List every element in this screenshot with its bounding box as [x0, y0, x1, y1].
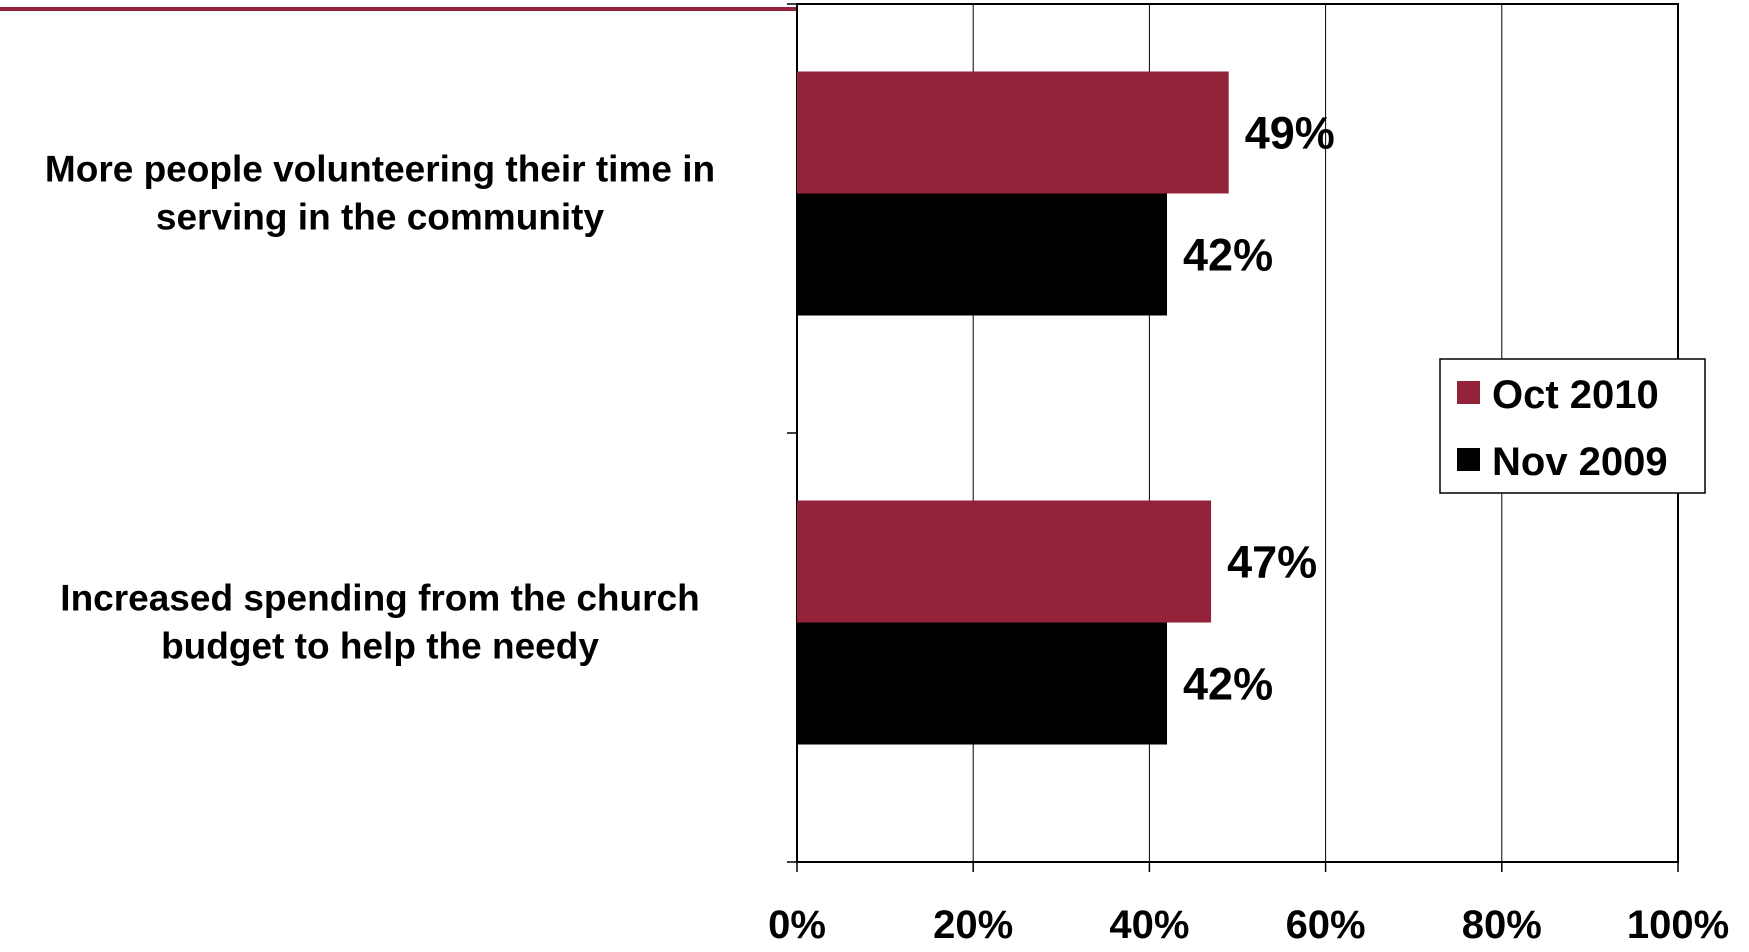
- y-axis-ticks: [787, 3, 1679, 872]
- data-label: 42%: [1183, 659, 1273, 710]
- category-label: budget to help the needy: [161, 626, 599, 667]
- bar: [797, 71, 1229, 194]
- bars: [797, 71, 1229, 745]
- data-label: 47%: [1227, 537, 1317, 588]
- category-labels: More people volunteering their time in se…: [45, 149, 715, 667]
- x-tick-label: 20%: [933, 903, 1013, 947]
- bar: [797, 500, 1212, 623]
- data-labels: 49% 42% 47% 42%: [1183, 108, 1335, 710]
- bar: [797, 622, 1168, 745]
- legend-box: [1439, 358, 1706, 494]
- legend-label-oct-2010: Oct 2010: [1492, 373, 1659, 417]
- legend: Oct 2010 Nov 2009: [1439, 358, 1706, 494]
- x-tick-label: 80%: [1462, 903, 1542, 947]
- category-label: Increased spending from the church: [60, 578, 699, 619]
- legend-swatch-nov-2009: [1457, 448, 1480, 471]
- x-tick-label: 0%: [768, 903, 826, 947]
- x-tick-label: 100%: [1627, 903, 1729, 947]
- category-label: serving in the community: [156, 197, 605, 238]
- data-label: 42%: [1183, 230, 1273, 281]
- data-label: 49%: [1245, 108, 1335, 159]
- category-label: More people volunteering their time in: [45, 149, 715, 190]
- bar: [797, 193, 1168, 316]
- legend-swatch-oct-2010: [1457, 381, 1480, 404]
- x-axis-tick-labels: 0% 20% 40% 60% 80% 100%: [768, 903, 1729, 947]
- legend-label-nov-2009: Nov 2009: [1492, 440, 1668, 484]
- x-tick-label: 60%: [1286, 903, 1366, 947]
- x-tick-label: 40%: [1109, 903, 1189, 947]
